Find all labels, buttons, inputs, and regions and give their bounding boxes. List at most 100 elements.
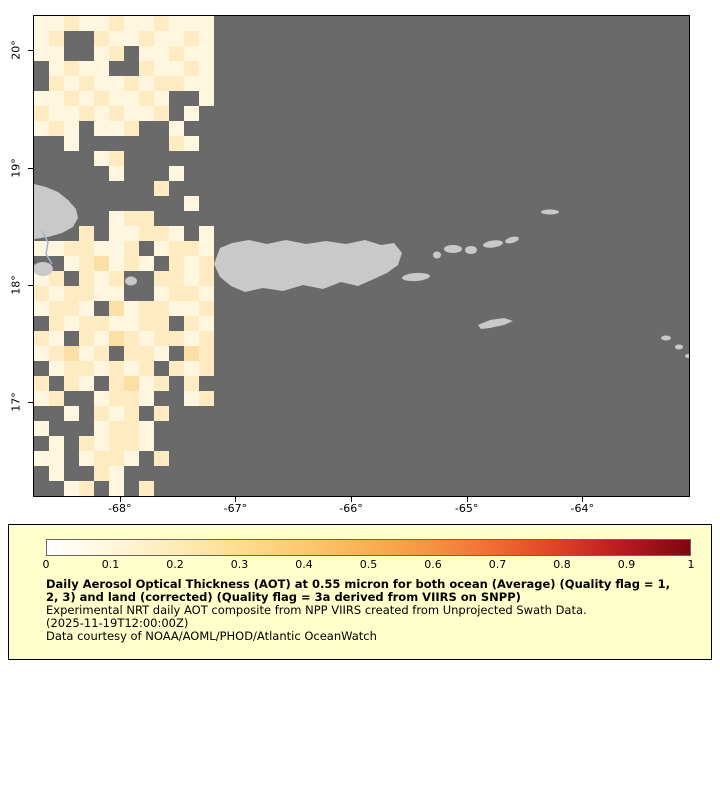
colorbar-tick-label: 0.5 bbox=[359, 558, 378, 571]
aot-cell bbox=[109, 451, 124, 466]
legend-timestamp: (2025-11-19T12:00:00Z) bbox=[46, 616, 189, 630]
aot-cell bbox=[34, 301, 49, 316]
aot-cell bbox=[34, 286, 49, 301]
aot-cell bbox=[184, 376, 199, 391]
aot-cell bbox=[139, 301, 154, 316]
aot-cell bbox=[79, 286, 94, 301]
aot-cell bbox=[184, 31, 199, 46]
aot-cell bbox=[124, 301, 139, 316]
legend-subtitle: Experimental NRT daily AOT composite fro… bbox=[46, 603, 587, 617]
colorbar-tick-label: 0.8 bbox=[553, 558, 571, 571]
aot-cell bbox=[109, 331, 124, 346]
aot-cell bbox=[154, 181, 169, 196]
puerto-rico-landmass bbox=[214, 240, 402, 292]
aot-cell bbox=[184, 46, 199, 61]
aot-cell bbox=[199, 361, 214, 376]
aot-cell bbox=[34, 451, 49, 466]
lon-tick bbox=[235, 497, 237, 502]
aot-cell bbox=[139, 436, 154, 451]
aot-cell bbox=[154, 451, 169, 466]
aot-cell bbox=[109, 256, 124, 271]
aot-cell bbox=[64, 241, 79, 256]
aot-cell bbox=[124, 316, 139, 331]
aot-cell bbox=[139, 361, 154, 376]
aot-cell bbox=[154, 331, 169, 346]
land-svg bbox=[34, 184, 689, 358]
aot-cell bbox=[109, 151, 124, 166]
aot-cell bbox=[94, 406, 109, 421]
aot-cell bbox=[49, 436, 64, 451]
aot-cell bbox=[139, 91, 154, 106]
aot-cell bbox=[49, 391, 64, 406]
aot-cell bbox=[154, 31, 169, 46]
aot-cell bbox=[184, 331, 199, 346]
aot-cell bbox=[49, 346, 64, 361]
coastal-artifact-line bbox=[41, 230, 53, 265]
aot-cell bbox=[184, 61, 199, 76]
aot-cell bbox=[79, 361, 94, 376]
aot-cell bbox=[199, 16, 214, 31]
aot-cell bbox=[169, 301, 184, 316]
aot-cell bbox=[49, 61, 64, 76]
aot-cell bbox=[109, 91, 124, 106]
aot-cell bbox=[64, 376, 79, 391]
st-barth-island bbox=[685, 354, 689, 358]
aot-cell bbox=[49, 301, 64, 316]
aot-cell bbox=[109, 76, 124, 91]
aot-cell bbox=[94, 256, 109, 271]
aot-cell bbox=[34, 91, 49, 106]
aot-cell bbox=[124, 76, 139, 91]
aot-cell bbox=[139, 376, 154, 391]
aot-cell bbox=[79, 16, 94, 31]
aot-cell bbox=[94, 391, 109, 406]
lon-tick-label: -67° bbox=[223, 502, 248, 515]
colorbar-tick-label: 0.3 bbox=[230, 558, 249, 571]
saona-island bbox=[34, 262, 53, 276]
aot-cell bbox=[79, 256, 94, 271]
aot-cell bbox=[169, 166, 184, 181]
aot-cell bbox=[169, 226, 184, 241]
aot-cell bbox=[64, 61, 79, 76]
aot-cell bbox=[139, 211, 154, 226]
aot-cell bbox=[169, 136, 184, 151]
aot-cell bbox=[169, 121, 184, 136]
aot-cell bbox=[169, 31, 184, 46]
aot-cell bbox=[199, 271, 214, 286]
aot-cell bbox=[34, 46, 49, 61]
aot-cell bbox=[184, 106, 199, 121]
aot-cell bbox=[184, 286, 199, 301]
aot-cell bbox=[124, 331, 139, 346]
aot-cell bbox=[109, 16, 124, 31]
aot-cell bbox=[184, 316, 199, 331]
aot-cell bbox=[64, 121, 79, 136]
aot-cell bbox=[169, 361, 184, 376]
st-croix-island bbox=[478, 318, 513, 329]
aot-cell bbox=[94, 286, 109, 301]
aot-cell bbox=[94, 316, 109, 331]
aot-cell bbox=[154, 226, 169, 241]
aot-cell bbox=[109, 211, 124, 226]
aot-cell bbox=[154, 316, 169, 331]
colorbar-tick-label: 0.2 bbox=[166, 558, 184, 571]
aot-cell bbox=[199, 301, 214, 316]
aot-cell bbox=[139, 31, 154, 46]
aot-cell bbox=[64, 346, 79, 361]
aot-cell bbox=[139, 226, 154, 241]
aot-cell bbox=[49, 286, 64, 301]
aot-cell bbox=[49, 361, 64, 376]
aot-cell bbox=[49, 271, 64, 286]
aot-cell bbox=[109, 286, 124, 301]
culebra-island bbox=[433, 251, 441, 259]
aot-cell bbox=[124, 346, 139, 361]
lon-tick bbox=[466, 497, 468, 502]
aot-cell bbox=[94, 271, 109, 286]
aot-cell bbox=[199, 256, 214, 271]
legend-title-line1: Daily Aerosol Optical Thickness (AOT) at… bbox=[46, 577, 670, 591]
aot-cell bbox=[109, 166, 124, 181]
aot-cell bbox=[124, 211, 139, 226]
aot-cell bbox=[94, 76, 109, 91]
colorbar-tick-label: 0.9 bbox=[617, 558, 636, 571]
aot-cell bbox=[124, 376, 139, 391]
hispaniola-landmass bbox=[34, 184, 78, 239]
colorbar-tick-label: 0.6 bbox=[424, 558, 442, 571]
